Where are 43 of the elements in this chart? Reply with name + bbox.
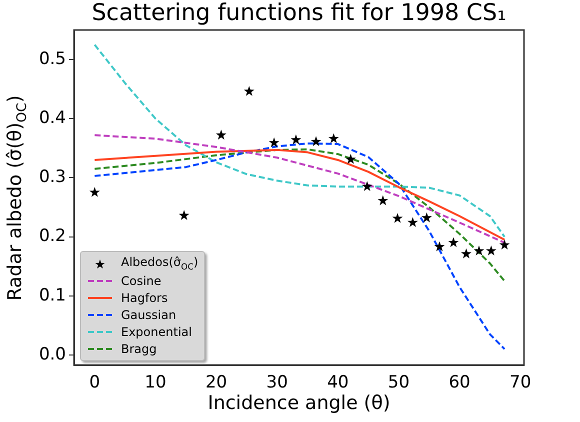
y-tick-label: 0.2 [38, 226, 66, 246]
legend-label: Albedos(σ̂$_{OC}$) [121, 255, 198, 272]
x-tick-label: 0 [89, 372, 100, 393]
x-axis-title: Incidence angle (θ) [206, 392, 392, 414]
point [216, 130, 226, 140]
point [362, 181, 372, 192]
point [474, 245, 484, 256]
point [448, 237, 459, 248]
legend-label: Bragg [121, 342, 157, 356]
point [461, 248, 472, 258]
point [486, 245, 496, 256]
point [310, 136, 322, 146]
y-tick-label: 0.3 [38, 167, 66, 188]
x-tick-label: 50 [388, 372, 410, 393]
point [244, 86, 254, 96]
point [499, 240, 510, 250]
line-series [94, 44, 506, 238]
point [89, 186, 100, 197]
point [328, 133, 339, 144]
x-tick-label: 60 [448, 372, 470, 393]
x-tick-label: 30 [266, 372, 288, 393]
point [434, 241, 445, 252]
x-tick-label: 10 [144, 372, 166, 393]
x-tick-label: 20 [205, 372, 228, 393]
legend-label: Hagfors [121, 290, 168, 304]
legend-label: Cosine [121, 274, 162, 288]
point [290, 134, 302, 144]
y-tick-label: 0.1 [38, 285, 66, 306]
point [378, 195, 388, 206]
y-tick-label: 0.5 [38, 48, 66, 69]
point [178, 210, 190, 220]
point [421, 212, 432, 222]
x-tick-label: 70 [510, 372, 532, 393]
chart-title: Scattering functions fit for 1998 CS₁ [90, 0, 508, 26]
legend-label: Exponential [121, 324, 192, 338]
point [392, 212, 403, 223]
y-tick-label: 0.4 [38, 108, 66, 128]
x-tick-label: 40 [327, 372, 349, 393]
legend-label: Gaussian [121, 308, 176, 322]
point [407, 217, 418, 228]
point [268, 137, 280, 148]
y-tick-label: 0.0 [38, 344, 66, 364]
point [345, 154, 356, 164]
